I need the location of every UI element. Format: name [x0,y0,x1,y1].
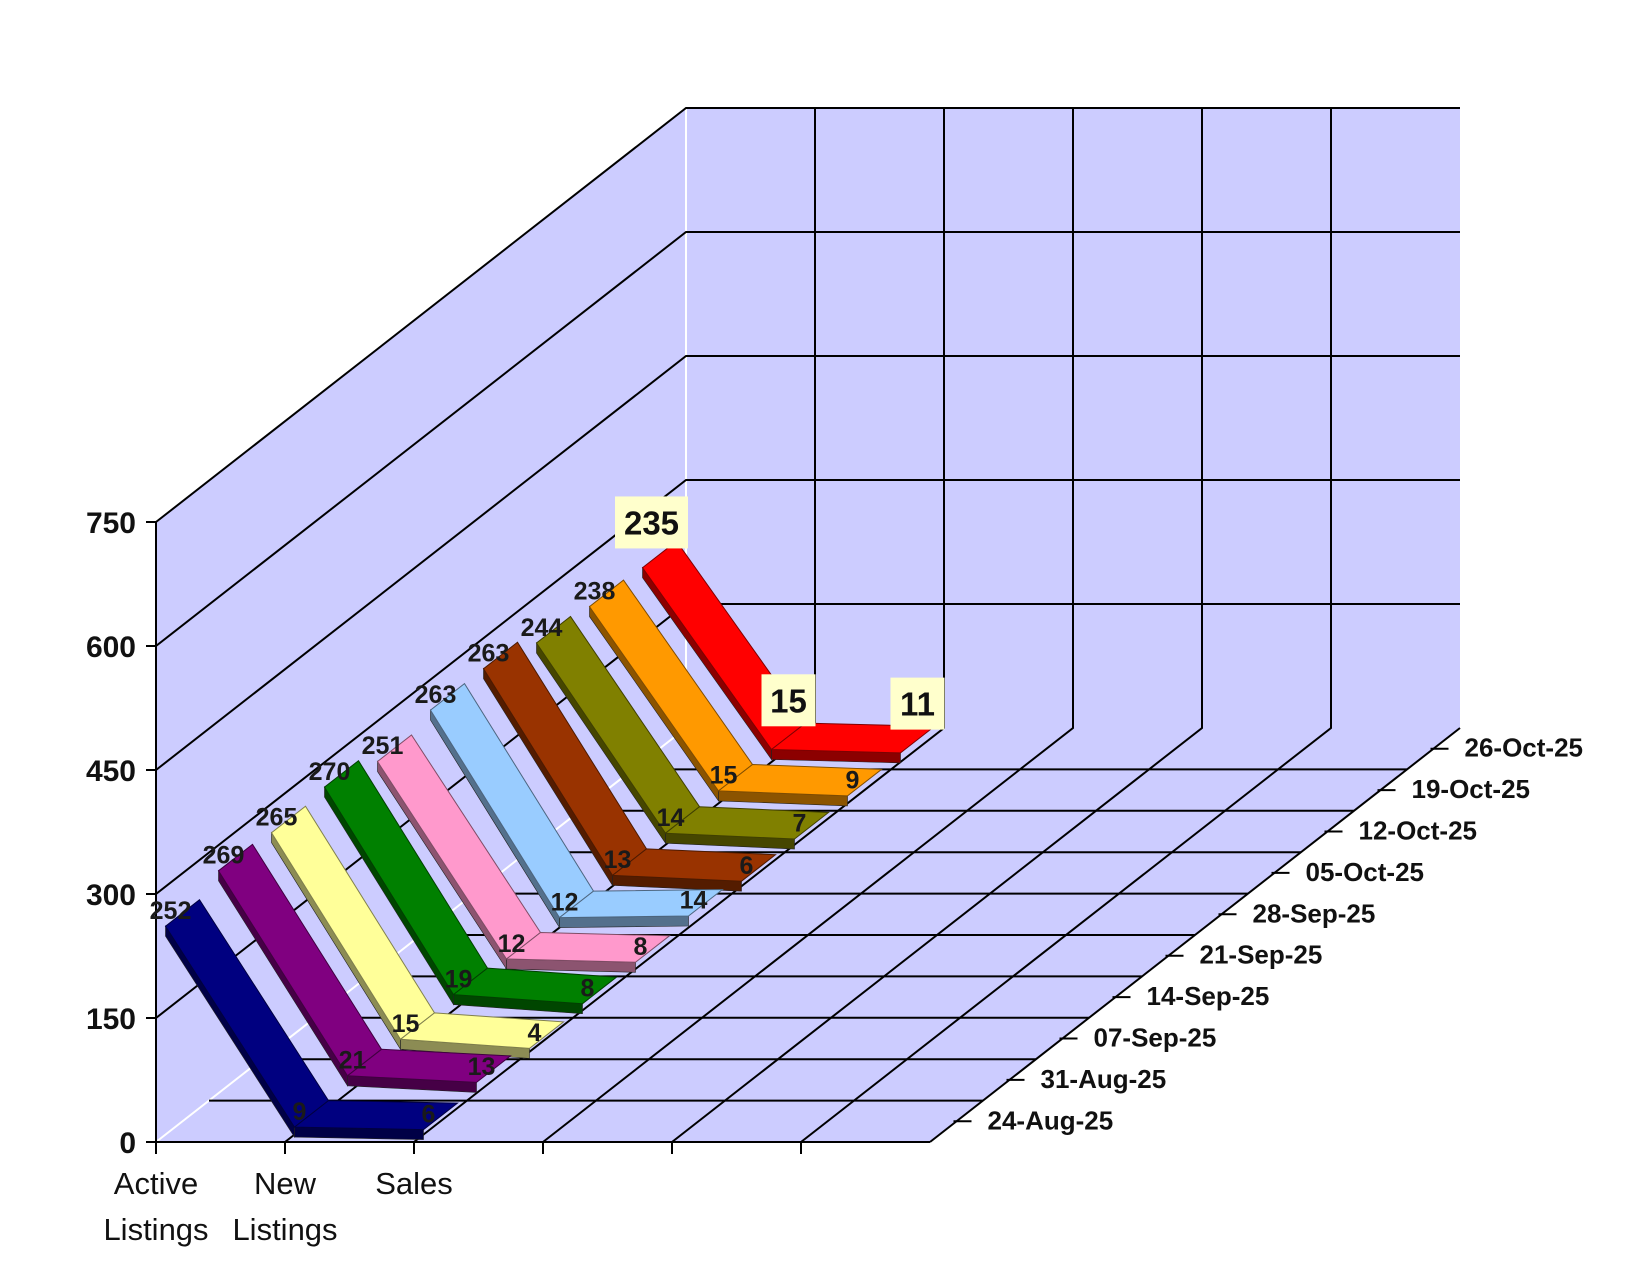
series-ribbon [270,805,565,1059]
ribbon-segment [452,967,618,1005]
ribbon-segment [399,1012,565,1049]
gridline-category [671,108,1203,1143]
data-label: 21 [339,1047,367,1075]
ribbon-segment [664,806,830,840]
data-label: 7 [793,810,807,838]
ribbon-segment [293,1100,459,1131]
data-label: 6 [740,852,754,880]
series-label: 24-Aug-25 [988,1105,1114,1135]
ribbon-segment [505,931,671,963]
series-ribbon [376,734,671,973]
y-tick-label: 300 [86,879,136,912]
series-ribbon [217,843,512,1093]
x-tick-label-line: Listings [103,1212,208,1247]
data-label: 9 [846,767,860,795]
side-wall [156,108,686,1142]
data-label: 244 [521,614,563,642]
series-label: 19-Oct-25 [1412,774,1531,804]
gridline-category [800,108,1332,1143]
series-ribbon [535,615,830,850]
series-ribbon [164,898,459,1140]
data-label: 14 [657,804,685,832]
x-tick-label-line: New [254,1166,317,1201]
data-label: 12 [498,930,526,958]
ribbon-segment [717,763,883,797]
ribbon-segment [611,848,777,882]
x-tick-label-line: Sales [375,1166,453,1201]
data-label: 8 [581,974,595,1002]
y-tick-label: 0 [119,1127,136,1160]
x-tick-label-line: Listings [232,1212,337,1247]
data-label: 235 [624,504,679,541]
x-tick-label-line: Active [114,1166,198,1201]
series-ribbon [482,641,777,892]
y-tick-label: 450 [86,755,136,788]
series-label: 07-Sep-25 [1094,1023,1217,1053]
data-label-box [761,674,816,727]
data-label: 8 [634,933,648,961]
series-ribbon [588,579,883,807]
data-label: 14 [680,887,708,915]
data-label: 265 [256,803,298,831]
data-label-box [890,677,945,730]
y-tick-label: 750 [86,507,136,540]
data-label: 269 [203,842,245,870]
data-label: 15 [392,1010,420,1038]
ribbon-segment [558,888,724,919]
data-label: 4 [528,1019,542,1047]
data-label: 9 [293,1098,307,1126]
data-label: 15 [770,682,807,719]
data-label: 11 [900,686,935,723]
data-label-box [615,496,688,549]
series-ribbon [323,759,618,1015]
y-tick-label: 600 [86,631,136,664]
x-tick-label: Active Listings [103,1166,208,1247]
ribbon-segment [346,1048,512,1083]
series-label: 31-Aug-25 [1041,1064,1167,1094]
series-label: 21-Sep-25 [1200,940,1323,970]
data-label: 19 [445,965,473,993]
data-label: 251 [362,732,404,760]
data-label: 6 [422,1100,436,1128]
x-tick-label: New Listings [232,1166,337,1247]
series-label: 05-Oct-25 [1306,857,1425,887]
data-label: 13 [468,1053,496,1081]
data-label: 12 [551,888,579,916]
series-label: 26-Oct-25 [1465,733,1584,763]
data-label: 263 [415,681,457,709]
data-label: 238 [574,577,616,605]
y-tick-label: 150 [86,1003,136,1036]
depth-axis-line [929,727,1461,1143]
data-label: 270 [309,758,351,786]
series-label: 28-Sep-25 [1253,898,1376,928]
series-ribbon [429,682,724,929]
gridline-category [542,108,1074,1143]
data-label: 252 [150,897,192,925]
data-label: 15 [710,762,738,790]
data-label: 263 [468,639,510,667]
series-label: 12-Oct-25 [1359,816,1478,846]
series-label: 14-Sep-25 [1147,981,1270,1011]
data-label: 13 [604,846,632,874]
x-tick-label: Sales [375,1166,453,1201]
